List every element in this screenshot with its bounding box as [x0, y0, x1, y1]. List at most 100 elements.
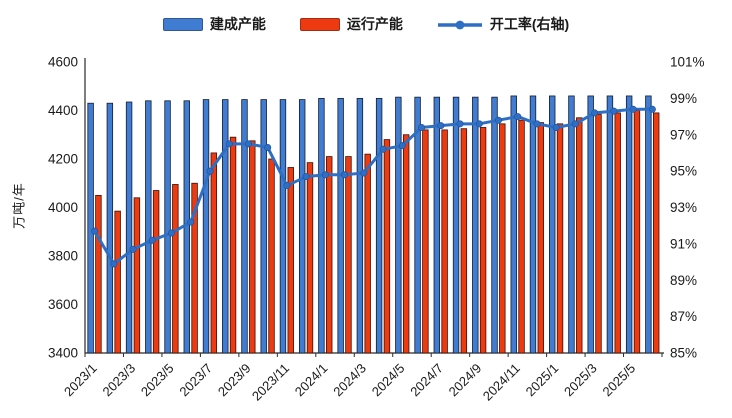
right-axis-tick-label: 91%: [670, 236, 697, 251]
x-axis-tick-label: 2024/7: [407, 361, 446, 400]
y-axis-tick-label: 4400: [48, 103, 78, 118]
x-axis-tick-label: 2023/7: [176, 361, 215, 400]
y-axis-tick-label: 3800: [48, 249, 78, 264]
bar-operating-capacity: [268, 158, 275, 354]
bar-built-capacity: [625, 95, 633, 354]
bar-operating-capacity: [441, 129, 448, 354]
right-axis-tick-label: 101%: [670, 55, 705, 70]
legend-label-built-capacity: 建成产能: [209, 16, 266, 32]
bar-operating-capacity: [95, 194, 102, 354]
bar-built-capacity: [337, 97, 344, 354]
operating-rate-marker: [648, 105, 656, 113]
operating-rate-marker: [110, 260, 118, 268]
bar-built-capacity: [587, 95, 594, 354]
operating-rate-marker: [187, 218, 195, 226]
bar-operating-capacity: [287, 167, 294, 354]
y-axis-tick-label: 4200: [48, 152, 78, 167]
bar-operating-capacity: [191, 182, 198, 354]
bar-built-capacity: [395, 96, 402, 354]
bar-operating-capacity: [172, 184, 179, 354]
bar-operating-capacity: [518, 119, 525, 354]
x-axis-tick-label: 2024/9: [446, 361, 485, 400]
operating-rate-marker: [379, 145, 387, 153]
chart-legend: 建成产能 运行产能 开工率(右轴): [0, 14, 732, 34]
bar-built-capacity: [222, 99, 229, 354]
bar-operating-capacity: [133, 197, 141, 354]
operating-rate-marker: [91, 227, 99, 235]
x-axis-tick-label: 2024/1: [292, 361, 331, 400]
bar-built-capacity: [356, 97, 364, 354]
bar-built-capacity: [472, 96, 479, 354]
legend-item-built-capacity: 建成产能: [162, 14, 266, 34]
bar-operating-capacity: [306, 162, 314, 354]
operating-rate-marker: [302, 173, 310, 181]
x-axis-tick-label: 2024/5: [369, 361, 408, 400]
y-axis-tick-label: 3600: [48, 297, 78, 312]
operating-rate-marker: [321, 171, 329, 179]
bar-operating-capacity: [383, 139, 391, 354]
bar-built-capacity: [164, 100, 171, 354]
bar-operating-capacity: [595, 113, 602, 354]
right-axis-tick-label: 89%: [670, 273, 697, 288]
bar-built-capacity: [260, 99, 267, 354]
x-axis-tick-label: 2023/5: [138, 361, 177, 400]
operating-rate-marker: [456, 120, 464, 128]
bar-operating-capacity: [114, 210, 121, 354]
bar-operating-capacity: [556, 123, 564, 354]
legend-label-operating-capacity: 运行产能: [346, 16, 403, 32]
operating-rate-marker: [418, 123, 426, 131]
bar-built-capacity: [202, 99, 210, 354]
bar-operating-capacity: [614, 112, 621, 354]
operating-rate-marker: [495, 116, 503, 124]
operating-rate-marker: [168, 229, 176, 237]
operating-rate-marker: [533, 120, 541, 128]
operating-rate-marker: [514, 113, 522, 121]
bar-built-capacity: [298, 99, 306, 354]
operating-rate-marker: [591, 109, 599, 117]
operating-rate-marker: [610, 107, 618, 115]
right-axis-tick-label: 95%: [670, 164, 697, 179]
bar-operating-capacity: [345, 156, 352, 354]
legend-item-operating-rate: 开工率(右轴): [437, 14, 569, 34]
operating-rate-marker: [129, 245, 137, 253]
x-axis-tick-label: 2023/1: [61, 361, 100, 400]
bar-operating-capacity: [152, 190, 160, 354]
operating-capacity-swatch-icon: [299, 17, 340, 31]
bar-built-capacity: [375, 97, 383, 354]
right-axis-tick-label: 99%: [670, 91, 697, 106]
bar-operating-capacity: [460, 128, 468, 354]
bar-operating-capacity: [479, 127, 487, 354]
operating-rate-marker: [225, 140, 233, 148]
right-axis-tick-label: 85%: [670, 346, 697, 361]
x-axis-tick-label: 2025/1: [523, 361, 562, 400]
bar-operating-capacity: [422, 129, 429, 354]
bar-built-capacity: [606, 95, 614, 354]
operating-rate-marker: [244, 140, 252, 148]
bar-built-capacity: [145, 100, 152, 354]
x-axis-tick-label: 2025/5: [600, 361, 639, 400]
operating-rate-marker: [398, 142, 406, 150]
operating-rate-marker: [475, 120, 483, 128]
right-axis-tick-label: 97%: [670, 127, 697, 142]
right-axis-tick-label: 87%: [670, 309, 697, 324]
bar-operating-capacity: [364, 153, 371, 354]
y-axis-tick-label: 4000: [48, 200, 78, 215]
bar-built-capacity: [568, 95, 575, 354]
bar-built-capacity: [279, 99, 287, 354]
y-axis-tick-label: 3400: [48, 346, 78, 361]
operating-rate-marker: [341, 171, 349, 179]
bar-built-capacity: [125, 101, 133, 354]
bar-operating-capacity: [326, 156, 333, 354]
x-axis-tick-label: 2025/3: [561, 361, 600, 400]
bar-built-capacity: [433, 96, 441, 354]
bar-built-capacity: [318, 97, 325, 354]
y-axis-tick-label: 4600: [48, 55, 78, 70]
operating-rate-marker: [571, 120, 579, 128]
bar-built-capacity: [549, 95, 556, 354]
x-axis-tick-label: 2023/3: [99, 361, 138, 400]
x-axis-tick-label: 2024/11: [480, 361, 523, 404]
operating-rate-marker: [360, 169, 368, 177]
bar-built-capacity: [529, 95, 537, 354]
